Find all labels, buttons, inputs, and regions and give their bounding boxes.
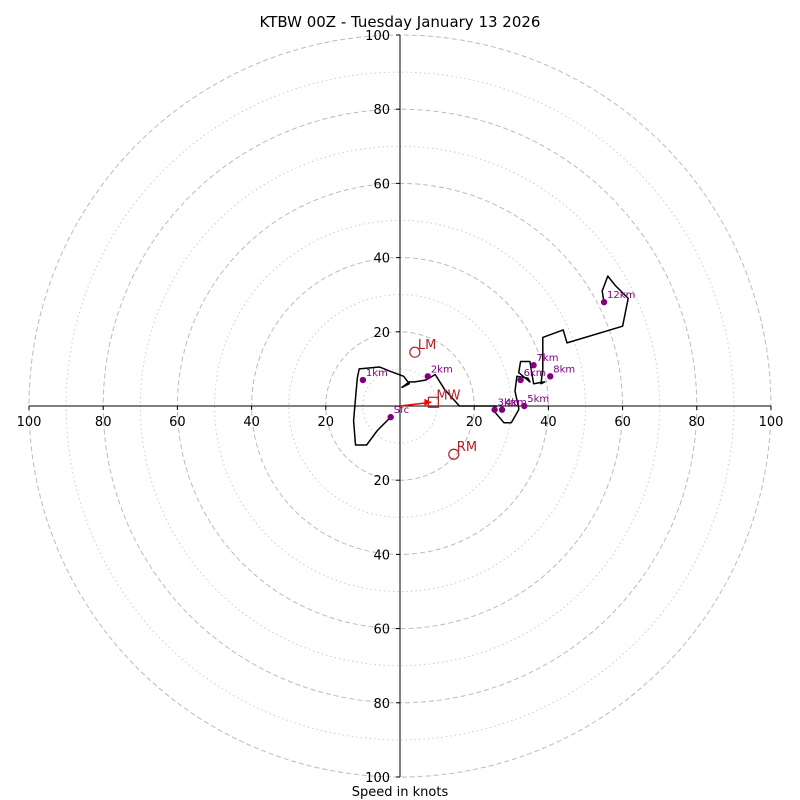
x-tick-label: 80 — [95, 415, 112, 430]
height-label-6km: 6km — [524, 368, 546, 379]
height-label-3km: 3km — [498, 398, 520, 409]
tick-labels: 100 100 80 80 60 60 40 40 20 20 20 20 40 40 60 60 80 80 10… — [17, 29, 784, 786]
x-axis-label: Speed in knots — [352, 785, 449, 800]
x-tick-label: 60 — [169, 415, 186, 430]
storm-motion-label-lm: LM — [418, 338, 436, 353]
storm-motion-label-rm: RM — [457, 440, 477, 455]
y-tick-label: 40 — [373, 548, 390, 563]
x-tick-label: 100 — [17, 415, 42, 430]
y-tick-label: 100 — [365, 771, 390, 786]
height-label-4km: 4km — [505, 398, 527, 409]
height-marker-7km — [530, 361, 537, 369]
y-tick-label: 20 — [373, 326, 390, 341]
y-tick-label: 40 — [373, 252, 390, 267]
y-tick-label: 60 — [373, 177, 390, 192]
height-marker-6km — [517, 376, 524, 384]
x-tick-label: 80 — [689, 415, 706, 430]
x-tick-label: 40 — [243, 415, 260, 430]
x-tick-label: 100 — [759, 415, 784, 430]
height-label-sfc: Sfc — [394, 405, 409, 416]
hodograph-trace-line — [352, 275, 629, 446]
height-marker-12km — [600, 298, 608, 306]
storm-motion-label-mw: MW — [436, 388, 460, 403]
height-marker-5km — [521, 402, 528, 410]
height-label-2km: 2km — [431, 364, 453, 375]
x-tick-label: 20 — [466, 415, 483, 430]
y-tick-label: 100 — [365, 29, 390, 44]
height-label-8km: 8km — [553, 364, 575, 375]
height-marker-3km — [491, 406, 498, 413]
height-label-5km: 5km — [527, 394, 549, 405]
height-marker-1km — [359, 376, 367, 384]
height-marker-2km — [424, 373, 432, 380]
height-label-1km: 1km — [366, 368, 388, 379]
y-tick-label: 20 — [373, 474, 390, 489]
storm-motion-marker-mw — [427, 396, 439, 408]
height-marker-4km — [498, 406, 506, 413]
x-tick-label: 60 — [614, 415, 631, 430]
height-marker-sfc — [387, 413, 394, 421]
height-label-12km: 12km — [607, 290, 635, 301]
x-tick-label: 40 — [540, 415, 557, 430]
storm-motion-marker-rm — [448, 448, 460, 460]
x-tick-label: 20 — [318, 415, 335, 430]
height-marker-8km — [547, 373, 554, 380]
y-tick-label: 80 — [373, 103, 390, 118]
height-label-7km: 7km — [537, 353, 559, 364]
storm-motion-marker-lm — [409, 346, 421, 358]
y-tick-label: 60 — [373, 623, 390, 638]
y-tick-label: 80 — [373, 697, 390, 712]
chart-title: KTBW 00Z - Tuesday January 13 2026 — [260, 13, 541, 31]
